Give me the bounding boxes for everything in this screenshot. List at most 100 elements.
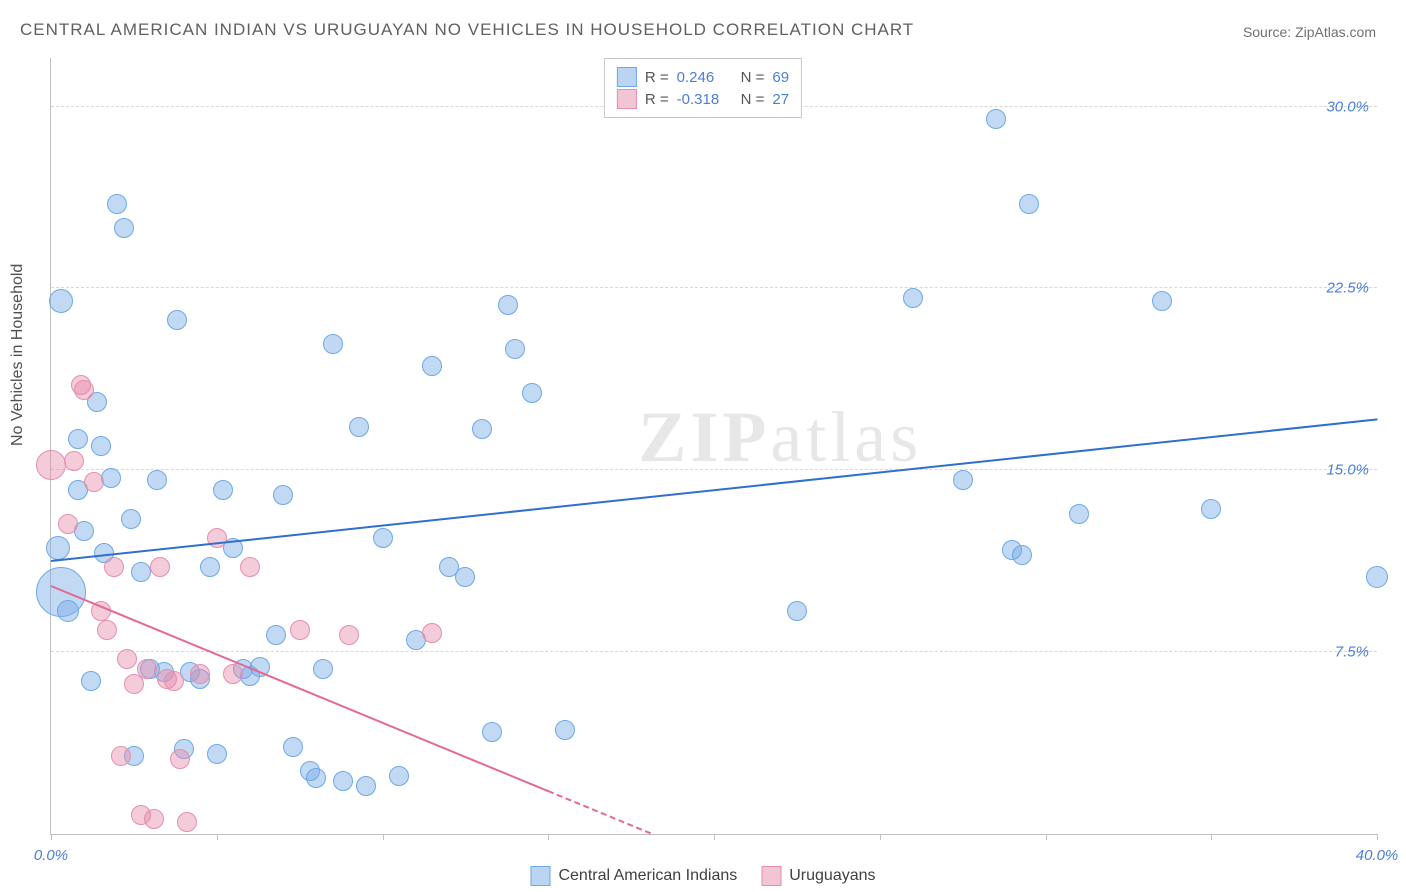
scatter-point: [117, 649, 137, 669]
scatter-point: [290, 620, 310, 640]
y-axis-label: No Vehicles in Household: [9, 264, 27, 446]
scatter-point: [97, 620, 117, 640]
scatter-point: [240, 557, 260, 577]
chart-title: CENTRAL AMERICAN INDIAN VS URUGUAYAN NO …: [20, 20, 914, 40]
scatter-point: [223, 664, 243, 684]
scatter-point: [74, 380, 94, 400]
watermark-light: atlas: [770, 397, 922, 477]
scatter-point: [167, 310, 187, 330]
scatter-point: [36, 450, 66, 480]
trend-line: [548, 790, 651, 834]
scatter-point: [121, 509, 141, 529]
x-tick-mark: [714, 834, 715, 840]
x-tick-mark: [1046, 834, 1047, 840]
scatter-point: [144, 809, 164, 829]
scatter-point: [787, 601, 807, 621]
legend-n-value: 69: [772, 69, 789, 86]
scatter-point: [1201, 499, 1221, 519]
legend-swatch: [617, 89, 637, 109]
legend-swatch: [761, 866, 781, 886]
scatter-point: [170, 749, 190, 769]
plot-area: ZIPatlas 7.5%15.0%22.5%30.0%0.0%40.0%: [50, 58, 1377, 835]
x-tick-mark: [217, 834, 218, 840]
scatter-point: [986, 109, 1006, 129]
trend-line: [51, 419, 1377, 563]
scatter-point: [1152, 291, 1172, 311]
gridline: [51, 651, 1377, 652]
scatter-point: [498, 295, 518, 315]
x-tick-mark: [1377, 834, 1378, 840]
scatter-point: [373, 528, 393, 548]
x-tick-label: 0.0%: [34, 847, 68, 864]
scatter-point: [482, 722, 502, 742]
scatter-point: [104, 557, 124, 577]
scatter-point: [91, 436, 111, 456]
y-tick-label: 30.0%: [1326, 98, 1369, 115]
legend-n-label: N =: [741, 91, 765, 108]
scatter-point: [207, 528, 227, 548]
legend-row: R = -0.318 N = 27: [617, 89, 789, 109]
scatter-point: [339, 625, 359, 645]
scatter-point: [313, 659, 333, 679]
scatter-point: [472, 419, 492, 439]
scatter-point: [306, 768, 326, 788]
scatter-point: [57, 600, 79, 622]
scatter-point: [84, 472, 104, 492]
legend-r-value: -0.318: [677, 91, 733, 108]
scatter-point: [356, 776, 376, 796]
scatter-point: [114, 218, 134, 238]
scatter-point: [111, 746, 131, 766]
legend-item: Uruguayans: [761, 866, 875, 886]
x-tick-label: 40.0%: [1356, 847, 1399, 864]
scatter-point: [107, 194, 127, 214]
scatter-point: [273, 485, 293, 505]
gridline: [51, 469, 1377, 470]
scatter-point: [422, 356, 442, 376]
x-tick-mark: [548, 834, 549, 840]
legend-n-label: N =: [741, 69, 765, 86]
scatter-point: [903, 288, 923, 308]
scatter-point: [213, 480, 233, 500]
y-tick-label: 22.5%: [1326, 280, 1369, 297]
legend-item: Central American Indians: [530, 866, 737, 886]
y-tick-label: 7.5%: [1335, 644, 1369, 661]
legend-r-value: 0.246: [677, 69, 733, 86]
scatter-point: [1012, 545, 1032, 565]
scatter-point: [164, 671, 184, 691]
legend-swatch: [617, 67, 637, 87]
scatter-point: [46, 536, 70, 560]
legend-label: Central American Indians: [558, 867, 737, 885]
source-label: Source: ZipAtlas.com: [1243, 24, 1376, 40]
scatter-point: [137, 659, 157, 679]
scatter-point: [150, 557, 170, 577]
legend-label: Uruguayans: [789, 867, 875, 885]
scatter-point: [266, 625, 286, 645]
scatter-point: [207, 744, 227, 764]
scatter-point: [389, 766, 409, 786]
x-tick-mark: [880, 834, 881, 840]
watermark: ZIPatlas: [638, 396, 922, 479]
scatter-point: [49, 289, 73, 313]
legend-r-label: R =: [645, 69, 669, 86]
legend-row: R = 0.246 N = 69: [617, 67, 789, 87]
x-tick-mark: [383, 834, 384, 840]
scatter-point: [333, 771, 353, 791]
scatter-point: [455, 567, 475, 587]
scatter-point: [953, 470, 973, 490]
scatter-point: [1019, 194, 1039, 214]
x-tick-mark: [51, 834, 52, 840]
legend-swatch: [530, 866, 550, 886]
x-tick-mark: [1211, 834, 1212, 840]
gridline: [51, 287, 1377, 288]
scatter-point: [323, 334, 343, 354]
legend-n-value: 27: [772, 91, 789, 108]
scatter-point: [1069, 504, 1089, 524]
scatter-point: [349, 417, 369, 437]
scatter-point: [555, 720, 575, 740]
scatter-point: [190, 664, 210, 684]
scatter-point: [68, 429, 88, 449]
scatter-point: [1366, 566, 1388, 588]
scatter-point: [64, 451, 84, 471]
scatter-point: [522, 383, 542, 403]
legend-r-label: R =: [645, 91, 669, 108]
